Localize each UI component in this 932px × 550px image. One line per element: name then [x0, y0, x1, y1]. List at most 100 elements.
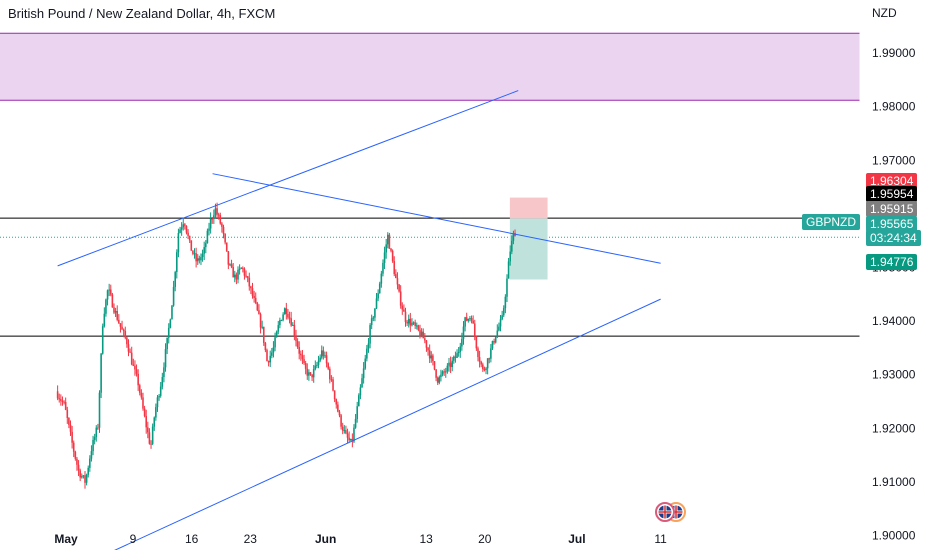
- short-position-layer[interactable]: [509, 197, 548, 280]
- candle-bear: [472, 320, 474, 324]
- candle-bear: [399, 291, 402, 306]
- candle-bear: [335, 399, 338, 405]
- supply-zone-layer: [0, 32, 860, 101]
- candle-bull: [237, 269, 239, 280]
- candle-bear: [64, 402, 67, 410]
- candle-bull: [312, 369, 315, 378]
- trendlines-layer[interactable]: [57, 90, 661, 550]
- candle-bull: [277, 325, 280, 332]
- candle-bear: [188, 235, 191, 241]
- candle-bear: [435, 369, 437, 378]
- candle-bull: [291, 324, 294, 326]
- candle-bear: [221, 223, 223, 227]
- candle-bull: [378, 283, 381, 294]
- candle-bear: [296, 341, 299, 347]
- candle-bull: [370, 318, 373, 326]
- candle-bull: [353, 427, 355, 442]
- candle-bull: [279, 320, 281, 326]
- candle-bear: [401, 305, 404, 310]
- candle-bear: [147, 427, 149, 433]
- trendline-descending-resistance[interactable]: [212, 173, 661, 264]
- candle-bear: [142, 397, 144, 409]
- candle-bear: [433, 361, 436, 370]
- candle-bear: [337, 404, 339, 412]
- candle-bear: [77, 464, 80, 471]
- candle-bear: [137, 373, 139, 386]
- flag-uk-icon[interactable]: [655, 502, 675, 522]
- reward-zone[interactable]: [509, 218, 548, 280]
- candle-bull: [274, 337, 276, 348]
- candle-bull: [171, 305, 173, 320]
- candle-bull: [441, 371, 444, 375]
- candle-bull: [369, 325, 371, 344]
- candle-bull: [156, 397, 159, 408]
- candle-bull: [464, 317, 466, 327]
- candle-bear: [341, 426, 344, 431]
- candle-bull: [196, 258, 199, 262]
- event-flags[interactable]: [654, 501, 696, 523]
- candle-bear: [250, 286, 252, 289]
- candle-bear: [327, 363, 330, 369]
- candle-bull: [164, 349, 167, 368]
- candle-bear: [140, 392, 143, 398]
- candle-bull: [261, 326, 263, 328]
- candle-bull: [163, 367, 165, 378]
- candle-bear: [414, 322, 416, 326]
- risk-zone[interactable]: [509, 197, 548, 219]
- candle-bear: [470, 318, 473, 321]
- candle-bull: [494, 337, 497, 343]
- candle-bull: [386, 234, 389, 245]
- candle-bear: [143, 408, 146, 417]
- candle-bull: [229, 264, 231, 266]
- candle-bull: [444, 371, 447, 373]
- candle-bull: [98, 392, 101, 428]
- candle-bear: [417, 325, 420, 331]
- candle-bear: [338, 411, 341, 416]
- candle-bull: [496, 330, 499, 338]
- candle-bear: [184, 224, 186, 226]
- candle-bear: [135, 369, 138, 374]
- candle-bear: [245, 275, 247, 277]
- x-tick-label: 23: [244, 532, 258, 546]
- candle-bear: [63, 401, 65, 403]
- candle-bear: [395, 274, 397, 279]
- candle-bear: [66, 409, 69, 418]
- candle-bull: [366, 348, 368, 359]
- candle-bear: [300, 353, 302, 356]
- candle-bull: [203, 247, 205, 254]
- candle-bear: [251, 288, 254, 296]
- supply-zone[interactable]: [0, 33, 860, 101]
- y-tick-label: 1.97000: [872, 153, 916, 167]
- candle-bull: [103, 313, 106, 327]
- trendline-upper-channel[interactable]: [57, 90, 519, 267]
- candle-bear: [478, 357, 481, 362]
- candle-bear: [346, 433, 349, 438]
- price-axis[interactable]: NZD 1.990001.980001.970001.950001.940001…: [859, 0, 916, 550]
- candle-bull: [151, 426, 154, 444]
- candle-bear: [267, 361, 270, 363]
- candle-bull: [420, 331, 423, 337]
- candle-bull: [114, 311, 117, 313]
- candle-bull: [158, 395, 160, 398]
- candle-bull: [95, 427, 98, 438]
- candle-bear: [332, 379, 334, 391]
- candle-bear: [427, 347, 429, 351]
- candle-bull: [438, 377, 441, 383]
- candle-bull: [407, 318, 410, 324]
- candles-layer: [56, 202, 516, 489]
- candle-bear: [482, 364, 484, 370]
- candle-bull: [451, 360, 454, 368]
- candle-bear: [306, 368, 309, 376]
- candle-bear: [311, 374, 313, 378]
- candle-bull: [343, 430, 346, 432]
- candle-bull: [316, 364, 318, 366]
- trendline-lower-channel[interactable]: [104, 298, 661, 550]
- symbol-tag: GBPNZD: [802, 214, 861, 230]
- candle-bull: [469, 318, 471, 320]
- candle-bear: [428, 350, 431, 359]
- candle-bear: [475, 336, 478, 349]
- x-tick-label: 16: [185, 532, 199, 546]
- time-axis[interactable]: May 9 16 23 Jun 13 20 Jul 11: [54, 532, 667, 546]
- candle-bull: [457, 351, 460, 354]
